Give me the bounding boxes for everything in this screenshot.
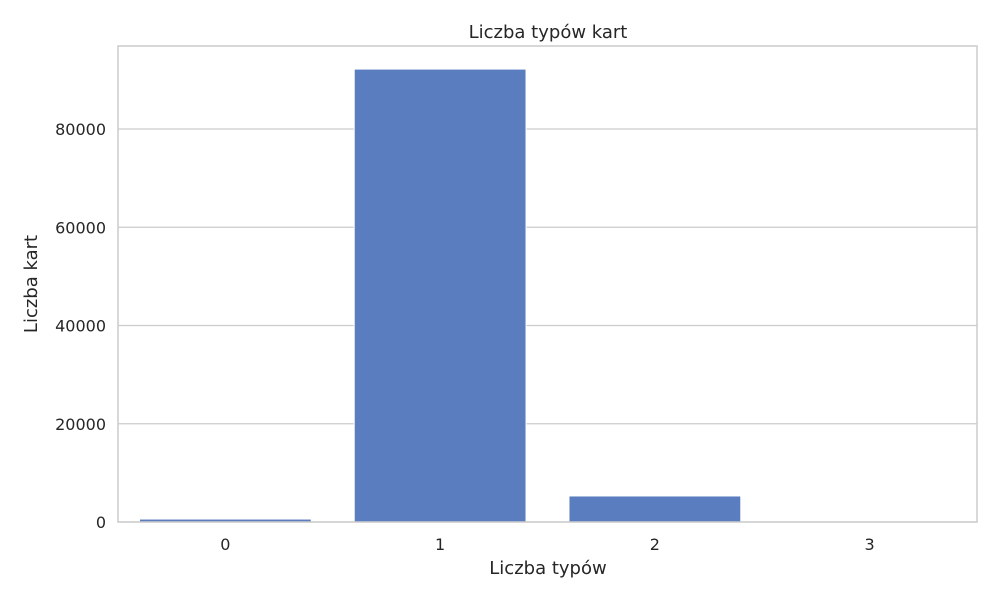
x-axis-label: Liczba typów — [489, 558, 606, 579]
x-tick-label: 3 — [865, 535, 875, 554]
bar-1 — [353, 68, 527, 523]
bar-2 — [568, 495, 742, 523]
y-axis-label: Liczba kart — [21, 235, 42, 333]
x-tick-label: 2 — [650, 535, 660, 554]
bar-layer — [138, 68, 957, 523]
plot-frame — [117, 45, 978, 523]
y-tick-label: 80000 — [55, 120, 106, 139]
y-tick-label: 60000 — [55, 218, 106, 237]
y-tick-label: 40000 — [55, 317, 106, 336]
chart-title: Liczba typów kart — [469, 22, 628, 43]
x-tick-labels: 0 1 2 3 — [220, 535, 874, 554]
x-tick-label: 1 — [435, 535, 445, 554]
grid-layer — [118, 128, 977, 523]
x-tick-label: 0 — [220, 535, 230, 554]
y-tick-label: 20000 — [55, 415, 106, 434]
y-tick-labels: 0 20000 40000 60000 80000 — [55, 120, 106, 532]
y-tick-label: 0 — [96, 513, 106, 532]
